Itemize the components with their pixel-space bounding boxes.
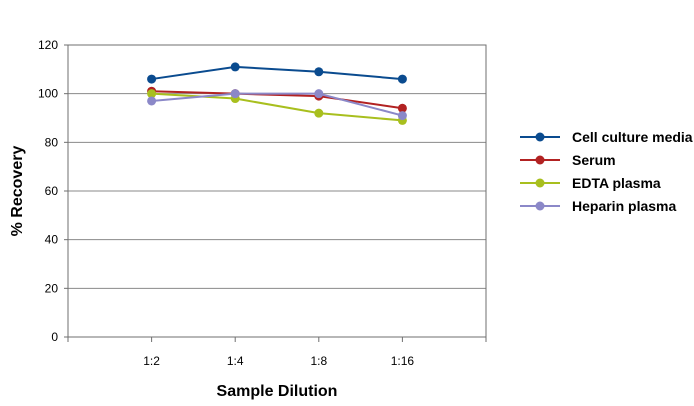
legend: Cell culture media Serum EDTA plasma Hepari…	[520, 129, 693, 214]
legend-item: Heparin plasma	[520, 198, 676, 214]
series-line	[151, 65, 403, 81]
y-axis-ticks: 0 20 40 60 80 100 120	[38, 38, 68, 344]
series-line	[151, 90, 403, 110]
data-point	[397, 111, 407, 121]
legend-marker	[535, 155, 545, 165]
y-axis-label: % Recovery	[9, 146, 26, 237]
data-point	[230, 62, 240, 72]
series-line	[151, 92, 403, 122]
data-point	[397, 74, 407, 84]
x-axis-label: Sample Dilution	[217, 383, 338, 400]
legend-label: Serum	[572, 152, 616, 168]
series-serum	[147, 86, 407, 113]
y-tick-label: 20	[45, 281, 59, 295]
x-tick-label: 1:8	[310, 354, 327, 368]
series-layer	[147, 62, 407, 125]
y-tick-label: 40	[45, 233, 59, 247]
y-tick-label: 60	[45, 184, 59, 198]
data-point	[147, 89, 157, 99]
series-line	[151, 92, 403, 117]
grid-lines	[68, 93, 486, 289]
data-point	[314, 108, 324, 118]
y-tick-label: 0	[51, 330, 58, 344]
y-tick-label: 120	[38, 38, 58, 52]
data-point	[230, 89, 240, 99]
legend-item: EDTA plasma	[520, 175, 661, 191]
y-tick-label: 100	[38, 87, 58, 101]
x-tick-label: 1:16	[391, 354, 415, 368]
x-tick-label: 1:2	[143, 354, 160, 368]
data-point	[147, 74, 157, 84]
legend-label: EDTA plasma	[572, 175, 661, 191]
data-point	[397, 103, 407, 113]
legend-item: Cell culture media	[520, 129, 693, 145]
legend-marker	[535, 201, 545, 211]
y-tick-label: 80	[45, 135, 59, 149]
series-cell-culture-media	[147, 62, 407, 84]
legend-marker	[535, 132, 545, 142]
data-point	[314, 89, 324, 99]
x-tick-label: 1:4	[227, 354, 244, 368]
legend-item: Serum	[520, 152, 616, 168]
data-point	[147, 96, 157, 106]
legend-label: Heparin plasma	[572, 198, 676, 214]
legend-marker	[535, 178, 545, 188]
data-point	[314, 67, 324, 77]
x-axis-ticks: 1:2 1:4 1:8 1:16	[67, 337, 487, 368]
legend-label: Cell culture media	[572, 129, 693, 145]
series-heparin-plasma	[147, 89, 407, 121]
